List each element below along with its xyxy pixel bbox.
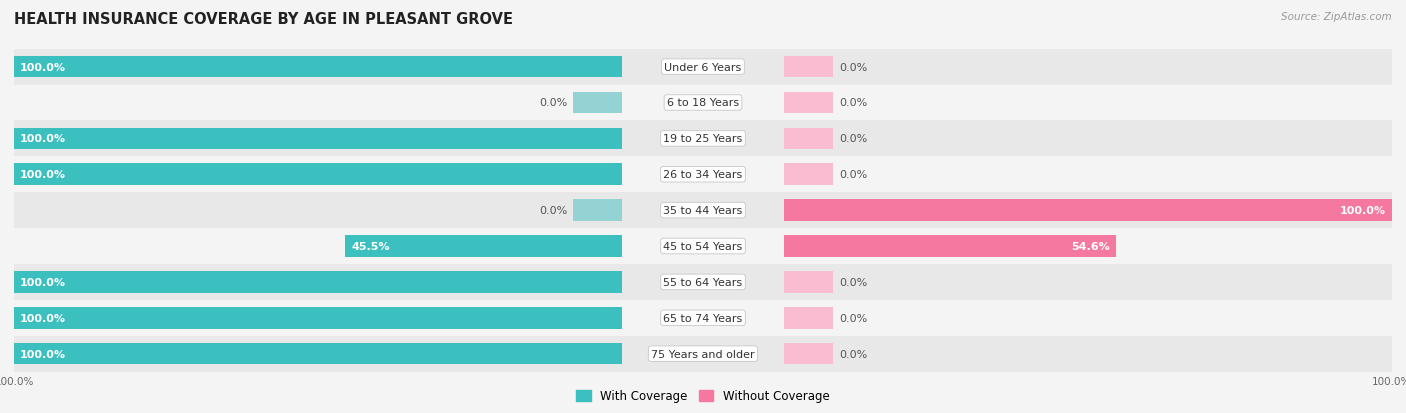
Bar (346, 236, 621, 257)
Bar (785, 93, 832, 114)
Bar (0, 85, 1406, 121)
Text: Source: ZipAtlas.com: Source: ZipAtlas.com (1281, 12, 1392, 22)
Bar (0, 228, 1406, 264)
Bar (574, 93, 621, 114)
Text: Under 6 Years: Under 6 Years (665, 62, 741, 72)
Bar (14, 271, 621, 293)
Bar (0, 336, 1406, 372)
Text: 100.0%: 100.0% (20, 134, 66, 144)
Bar (785, 164, 832, 185)
Bar (785, 200, 1392, 221)
Bar (0, 121, 1406, 157)
Text: 100.0%: 100.0% (20, 277, 66, 287)
Text: 0.0%: 0.0% (839, 62, 868, 72)
Text: 100.0%: 100.0% (20, 349, 66, 359)
Bar (0, 264, 1406, 300)
Bar (785, 271, 832, 293)
Bar (0, 336, 1406, 372)
Bar (0, 264, 1406, 300)
Bar (14, 307, 621, 329)
Bar (14, 164, 621, 185)
Text: 0.0%: 0.0% (839, 98, 868, 108)
Bar (0, 121, 1406, 157)
Bar (0, 300, 1406, 336)
Text: 35 to 44 Years: 35 to 44 Years (664, 206, 742, 216)
Text: 100.0%: 100.0% (20, 170, 66, 180)
Text: 100.0%: 100.0% (20, 313, 66, 323)
Bar (0, 50, 1406, 85)
Text: 6 to 18 Years: 6 to 18 Years (666, 98, 740, 108)
Text: 55 to 64 Years: 55 to 64 Years (664, 277, 742, 287)
Text: 100.0%: 100.0% (20, 62, 66, 72)
Text: 45 to 54 Years: 45 to 54 Years (664, 242, 742, 252)
Text: 45.5%: 45.5% (352, 242, 389, 252)
Text: 0.0%: 0.0% (839, 349, 868, 359)
Text: 0.0%: 0.0% (839, 277, 868, 287)
Bar (0, 300, 1406, 336)
Bar (0, 50, 1406, 85)
Text: 19 to 25 Years: 19 to 25 Years (664, 134, 742, 144)
Bar (14, 57, 621, 78)
Text: 0.0%: 0.0% (839, 170, 868, 180)
Text: 54.6%: 54.6% (1071, 242, 1109, 252)
Text: 0.0%: 0.0% (839, 313, 868, 323)
Text: 26 to 34 Years: 26 to 34 Years (664, 170, 742, 180)
Text: 0.0%: 0.0% (538, 98, 567, 108)
Bar (0, 336, 1406, 372)
Text: 0.0%: 0.0% (839, 134, 868, 144)
Bar (785, 343, 832, 365)
Bar (0, 157, 1406, 193)
Bar (0, 193, 1406, 228)
Bar (0, 228, 1406, 264)
Bar (785, 307, 832, 329)
Text: HEALTH INSURANCE COVERAGE BY AGE IN PLEASANT GROVE: HEALTH INSURANCE COVERAGE BY AGE IN PLEA… (14, 12, 513, 27)
Bar (0, 121, 1406, 157)
Bar (785, 57, 832, 78)
Bar (0, 193, 1406, 228)
Text: 100.0%: 100.0% (1340, 206, 1386, 216)
Bar (0, 85, 1406, 121)
Bar (0, 157, 1406, 193)
Bar (14, 128, 621, 150)
Bar (0, 300, 1406, 336)
Text: 75 Years and older: 75 Years and older (651, 349, 755, 359)
Bar (14, 343, 621, 365)
Bar (785, 128, 832, 150)
Bar (574, 200, 621, 221)
Bar (785, 236, 1116, 257)
Text: 65 to 74 Years: 65 to 74 Years (664, 313, 742, 323)
Bar (0, 228, 1406, 264)
Bar (0, 157, 1406, 193)
Bar (0, 85, 1406, 121)
Legend: With Coverage, Without Coverage: With Coverage, Without Coverage (572, 385, 834, 407)
Bar (0, 193, 1406, 228)
Bar (0, 50, 1406, 85)
Text: 0.0%: 0.0% (538, 206, 567, 216)
Bar (0, 264, 1406, 300)
